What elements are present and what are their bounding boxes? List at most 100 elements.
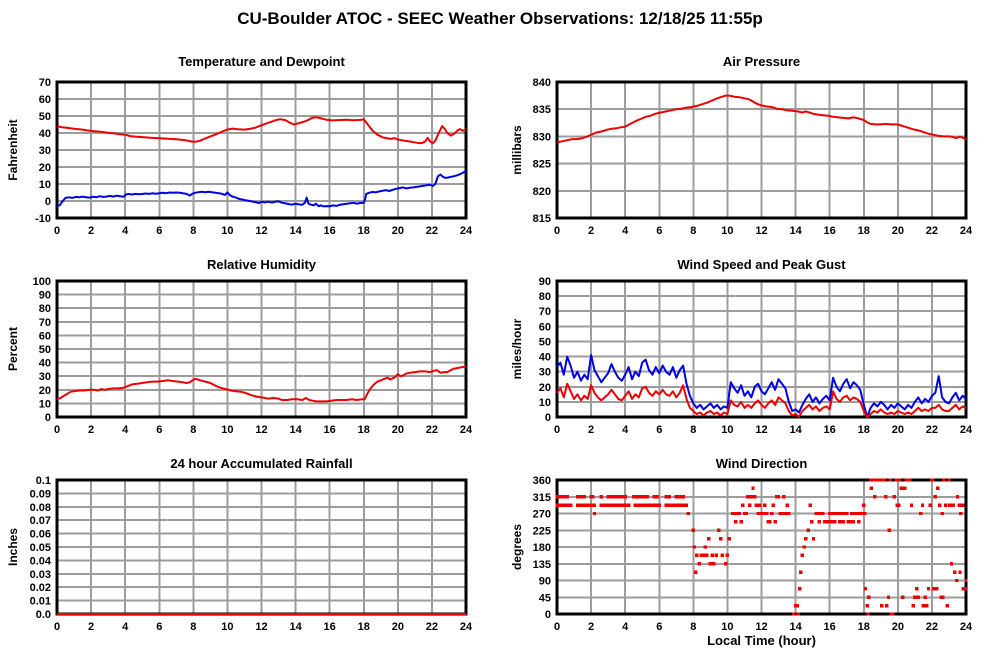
svg-text:0.01: 0.01 [30, 596, 51, 608]
svg-text:45: 45 [539, 592, 551, 604]
chart-title: 24 hour Accumulated Rainfall [170, 456, 353, 471]
svg-text:6: 6 [156, 621, 162, 633]
svg-text:10: 10 [221, 424, 233, 436]
svg-text:22: 22 [926, 424, 938, 436]
svg-text:40: 40 [39, 128, 51, 140]
svg-text:90: 90 [39, 290, 51, 302]
plot-canvas: 0 2 4 6 8 10 12 14 16 18 20 22 240459013518022527031… [533, 475, 973, 633]
svg-text:50: 50 [539, 336, 551, 348]
svg-text:80: 80 [539, 291, 551, 303]
svg-text:30: 30 [39, 145, 51, 157]
svg-text:0.0: 0.0 [36, 609, 51, 621]
chart-title: Wind Direction [715, 456, 808, 471]
svg-text:16: 16 [324, 621, 336, 633]
svg-text:135: 135 [533, 559, 551, 571]
svg-text:20: 20 [892, 424, 904, 436]
svg-text:10: 10 [39, 179, 51, 191]
svg-text:70: 70 [39, 77, 51, 89]
svg-text:6: 6 [156, 225, 162, 237]
svg-text:0.05: 0.05 [30, 542, 51, 554]
svg-text:16: 16 [824, 621, 836, 633]
svg-text:0.07: 0.07 [30, 515, 51, 527]
chart-relative-humidity: Relative Humidity Percent 0 2 4 6 8 10 12 14 16 1… [0, 250, 500, 446]
svg-text:18: 18 [358, 621, 370, 633]
svg-text:12: 12 [255, 225, 267, 237]
svg-text:360: 360 [533, 475, 551, 487]
svg-text:90: 90 [539, 276, 551, 288]
svg-text:2: 2 [588, 621, 594, 633]
svg-text:30: 30 [39, 371, 51, 383]
svg-text:0.03: 0.03 [30, 569, 51, 581]
svg-text:40: 40 [539, 352, 551, 364]
svg-text:6: 6 [656, 225, 662, 237]
svg-text:16: 16 [324, 225, 336, 237]
svg-text:10: 10 [39, 398, 51, 410]
svg-text:18: 18 [858, 225, 870, 237]
svg-text:180: 180 [533, 542, 551, 554]
svg-text:20: 20 [39, 162, 51, 174]
svg-text:0: 0 [54, 225, 60, 237]
svg-text:14: 14 [789, 621, 802, 633]
svg-text:50: 50 [39, 344, 51, 356]
svg-text:70: 70 [539, 306, 551, 318]
chart-title: Relative Humidity [206, 257, 317, 272]
svg-text:0: 0 [54, 424, 60, 436]
svg-text:22: 22 [426, 424, 438, 436]
svg-text:40: 40 [39, 358, 51, 370]
svg-text:270: 270 [533, 509, 551, 521]
chart-wind-direction: Wind Direction degrees Local Time (hour)… [500, 446, 1000, 660]
svg-text:12: 12 [755, 424, 767, 436]
svg-text:12: 12 [255, 621, 267, 633]
svg-text:12: 12 [255, 424, 267, 436]
svg-text:10: 10 [221, 621, 233, 633]
svg-text:50: 50 [39, 111, 51, 123]
svg-text:24: 24 [960, 424, 973, 436]
svg-text:225: 225 [533, 525, 551, 537]
svg-text:2: 2 [588, 424, 594, 436]
svg-text:8: 8 [690, 621, 696, 633]
chart-title: Air Pressure [722, 54, 801, 69]
svg-text:18: 18 [358, 424, 370, 436]
svg-text:0.08: 0.08 [30, 502, 51, 514]
svg-text:10: 10 [539, 397, 551, 409]
svg-text:60: 60 [39, 330, 51, 342]
svg-text:14: 14 [289, 621, 302, 633]
svg-text:8: 8 [190, 225, 196, 237]
svg-text:840: 840 [533, 77, 551, 89]
svg-text:815: 815 [533, 213, 551, 225]
svg-text:60: 60 [539, 321, 551, 333]
svg-text:8: 8 [690, 424, 696, 436]
svg-text:20: 20 [392, 621, 404, 633]
svg-text:24: 24 [960, 621, 973, 633]
svg-text:10: 10 [721, 621, 733, 633]
svg-text:22: 22 [926, 621, 938, 633]
svg-text:16: 16 [824, 225, 836, 237]
svg-text:80: 80 [39, 303, 51, 315]
svg-text:20: 20 [392, 424, 404, 436]
svg-text:20: 20 [892, 621, 904, 633]
svg-text:90: 90 [539, 576, 551, 588]
svg-text:6: 6 [156, 424, 162, 436]
svg-text:0.1: 0.1 [36, 475, 51, 487]
svg-text:14: 14 [289, 424, 302, 436]
svg-text:2: 2 [88, 621, 94, 633]
svg-text:14: 14 [289, 225, 302, 237]
svg-text:20: 20 [39, 385, 51, 397]
svg-text:18: 18 [858, 621, 870, 633]
svg-text:835: 835 [533, 104, 551, 116]
page-title: CU-Boulder ATOC - SEEC Weather Observati… [237, 9, 763, 28]
svg-text:20: 20 [539, 382, 551, 394]
svg-text:0: 0 [554, 621, 560, 633]
svg-text:4: 4 [622, 225, 629, 237]
svg-text:0: 0 [545, 412, 551, 424]
svg-text:2: 2 [88, 225, 94, 237]
svg-text:14: 14 [789, 225, 802, 237]
svg-text:820: 820 [533, 186, 551, 198]
svg-text:24: 24 [460, 424, 473, 436]
svg-text:14: 14 [789, 424, 802, 436]
svg-text:22: 22 [426, 621, 438, 633]
svg-text:0.06: 0.06 [30, 529, 51, 541]
